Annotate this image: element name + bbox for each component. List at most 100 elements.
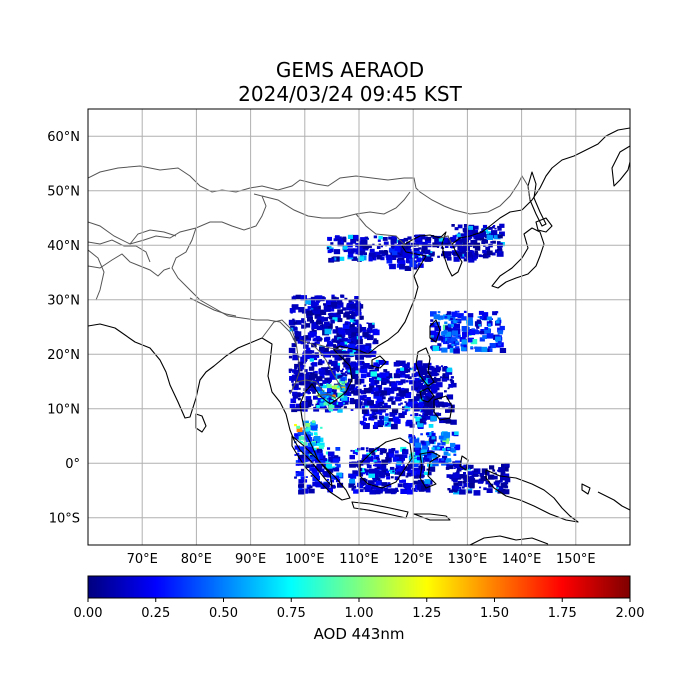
aod-pixel (484, 327, 489, 330)
colorbar-tick-label: 1.75 (548, 606, 577, 621)
aod-pixel (344, 384, 347, 386)
aod-pixel (294, 366, 298, 370)
aod-pixel (450, 237, 457, 242)
aod-pixel (361, 409, 368, 414)
aod-pixel (471, 328, 475, 332)
aod-pixel (332, 458, 340, 464)
aod-pixel (445, 467, 450, 470)
aod-pixel (319, 309, 327, 315)
aod-pixel (317, 468, 322, 472)
aod-pixel (444, 245, 449, 248)
aod-pixel (299, 440, 303, 444)
aod-pixel (323, 303, 326, 306)
aod-pixel (328, 238, 332, 241)
aod-pixel (349, 324, 355, 329)
aod-pixel (309, 358, 314, 362)
aod-pixel (415, 490, 418, 492)
aod-pixel (431, 371, 438, 377)
aod-pixel (492, 469, 496, 472)
aod-pixel (377, 239, 381, 242)
aod-pixel (298, 307, 305, 313)
aod-pixel (340, 377, 345, 382)
aod-pixel (330, 400, 333, 403)
aod-pixel (426, 468, 429, 471)
aod-pixel (333, 367, 336, 369)
aod-pixel (373, 235, 378, 239)
aod-pixel (366, 464, 372, 469)
aod-pixel (386, 483, 392, 488)
aod-pixel (330, 484, 336, 489)
aod-pixel (403, 448, 406, 451)
aod-pixel (358, 484, 364, 489)
aod-pixel (432, 445, 439, 451)
aod-pixel (400, 250, 403, 253)
aod-pixel (312, 390, 316, 394)
aod-pixel (320, 384, 325, 388)
aod-pixel (349, 401, 354, 405)
map-area[interactable] (87, 108, 631, 546)
aod-pixel (319, 458, 326, 464)
aod-pixel (374, 421, 380, 427)
aod-pixel (437, 442, 441, 446)
aod-pixel (353, 319, 356, 322)
aod-pixel (378, 393, 383, 398)
aod-pixel (311, 468, 318, 473)
aod-pixel (328, 456, 335, 462)
aod-pixel (468, 490, 472, 494)
aod-pixel (469, 464, 474, 469)
aod-pixel (388, 453, 394, 458)
aod-pixel (402, 464, 405, 466)
aod-pixel (337, 358, 340, 361)
aod-pixel (397, 483, 403, 488)
aod-pixel (434, 399, 438, 403)
aod-pixel (487, 323, 491, 326)
aod-pixel (487, 316, 492, 321)
cambodia-border (315, 393, 337, 399)
aod-pixel (463, 245, 470, 251)
aod-pixel (453, 256, 460, 262)
aod-pixel (349, 478, 355, 484)
aod-pixel (498, 486, 504, 490)
aod-pixel (424, 407, 430, 412)
aod-pixel (345, 329, 352, 335)
aod-pixel (434, 238, 441, 244)
aod-pixel (354, 387, 358, 391)
aod-pixel (497, 225, 500, 228)
aod-pixel (371, 391, 375, 395)
aod-pixel (467, 313, 474, 318)
aod-pixel (494, 227, 497, 230)
aod-pixel (460, 343, 465, 347)
aod-pixel (291, 376, 297, 381)
aod-pixel (457, 480, 463, 485)
aod-pixel (332, 338, 338, 343)
aod-pixel (342, 362, 345, 365)
aod-pixel (298, 387, 301, 390)
aod-pixel (362, 363, 370, 369)
aod-pixel (420, 440, 425, 444)
aod-pixel (350, 368, 353, 371)
aod-pixel (421, 375, 427, 380)
aod-pixel (297, 372, 304, 378)
aod-pixel (373, 449, 377, 453)
aod-pixel (337, 241, 344, 247)
aod-pixel (314, 341, 318, 344)
aod-pixel (383, 360, 389, 365)
aod-pixel (446, 394, 454, 400)
aod-pixel (336, 401, 340, 405)
aod-pixel (289, 403, 295, 408)
aod-pixel (395, 369, 401, 374)
aod-pixel (408, 435, 412, 439)
aod-pixel (463, 482, 470, 488)
aod-pixel (479, 231, 486, 236)
aod-pixel (398, 403, 401, 406)
aod-pixel (348, 299, 353, 303)
aod-pixel (358, 335, 363, 340)
aod-pixel (326, 344, 329, 347)
aod-pixel (305, 384, 311, 389)
aod-pixel (493, 475, 498, 480)
aod-pixel (447, 387, 450, 390)
aod-pixel (363, 486, 367, 490)
aod-pixel (486, 488, 493, 493)
new-guinea-coast (485, 469, 579, 523)
aod-pixel (307, 447, 314, 452)
